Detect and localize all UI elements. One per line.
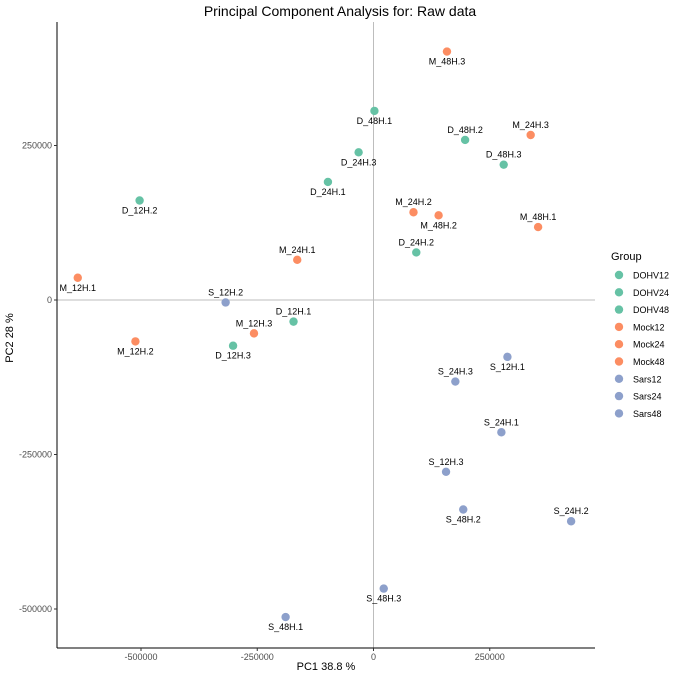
point-label: S_12H.1 xyxy=(490,362,525,372)
legend-label-sars24: Sars24 xyxy=(633,392,662,402)
legend-key-dohv48 xyxy=(614,305,624,314)
point-label: M_48H.3 xyxy=(429,57,466,67)
point-label: M_12H.3 xyxy=(236,318,273,328)
legend-key-mock12 xyxy=(614,322,624,332)
point-label: M_12H.2 xyxy=(117,346,154,356)
point-label: M_24H.3 xyxy=(512,120,549,130)
point-label: M_12H.1 xyxy=(59,283,96,293)
y-tick-label: -250000 xyxy=(19,450,52,460)
point-s-24h-3 xyxy=(451,377,460,386)
point-s-12h-2 xyxy=(221,298,230,307)
x-tick-label: 0 xyxy=(371,652,376,662)
point-m-48h-2 xyxy=(434,211,443,220)
point-s-24h-2 xyxy=(566,517,576,526)
point-d-12h-1 xyxy=(289,317,298,326)
legend-label-dohv48: DOHV48 xyxy=(633,305,669,315)
legend-key-mock24 xyxy=(614,340,624,349)
point-m-24h-3 xyxy=(526,130,535,140)
point-d-12h-3 xyxy=(228,341,238,350)
point-d-24h-3 xyxy=(354,148,363,157)
point-label: M_24H.2 xyxy=(395,197,432,207)
legend-key-sars12 xyxy=(614,374,624,383)
point-d-48h-1 xyxy=(370,106,379,116)
legend-label-mock48: Mock48 xyxy=(633,357,665,367)
x-tick-label: -500000 xyxy=(124,652,157,662)
point-s-48h-2 xyxy=(459,505,468,514)
point-label: M_48H.2 xyxy=(420,220,457,230)
point-d-48h-3 xyxy=(499,160,508,169)
point-label: D_12H.3 xyxy=(215,351,251,361)
point-label: D_48H.2 xyxy=(447,125,483,135)
x-axis-ticks: -500000 -250000 0 250000 xyxy=(124,648,505,662)
point-label: S_24H.2 xyxy=(554,506,589,516)
chart-title: Principal Component Analysis for: Raw da… xyxy=(204,3,477,19)
legend-label-mock12: Mock12 xyxy=(633,322,665,332)
legend-label-dohv12: DOHV12 xyxy=(633,271,669,281)
point-m-12h-2 xyxy=(131,337,140,346)
point-s-24h-1 xyxy=(497,428,506,437)
legend-key-mock48 xyxy=(614,357,624,366)
point-label: S_48H.2 xyxy=(446,515,481,525)
point-s-12h-3 xyxy=(441,467,451,477)
legend: Group DOHV12 DOHV24 DOHV48 Mock12 Mock24 Mock… xyxy=(611,251,669,419)
point-d-24h-2 xyxy=(412,248,421,257)
point-m-24h-1 xyxy=(293,255,302,265)
point-label: D_12H.1 xyxy=(276,307,312,317)
point-label: D_48H.1 xyxy=(357,116,393,126)
legend-label-sars48: Sars48 xyxy=(633,409,662,419)
legend-title: Group xyxy=(611,251,642,263)
point-m-12h-3 xyxy=(249,329,259,338)
point-d-24h-1 xyxy=(323,177,333,187)
x-tick-label: 250000 xyxy=(475,652,505,662)
legend-key-sars24 xyxy=(614,391,624,401)
point-label: D_12H.2 xyxy=(122,206,158,216)
point-m-12h-1 xyxy=(73,273,82,282)
point-label: S_12H.3 xyxy=(429,457,464,467)
point-d-12h-2 xyxy=(135,196,144,205)
y-tick-label: 250000 xyxy=(22,141,52,151)
point-s-12h-1 xyxy=(503,352,512,362)
legend-label-sars12: Sars12 xyxy=(633,374,662,384)
point-m-24h-2 xyxy=(409,208,418,217)
y-tick-label: 0 xyxy=(47,295,52,305)
point-label: S_24H.3 xyxy=(438,367,473,377)
legend-label-mock24: Mock24 xyxy=(633,340,665,350)
point-label: D_24H.1 xyxy=(310,187,346,197)
x-axis-title: PC1 38.8 % xyxy=(297,661,356,673)
point-label: M_48H.1 xyxy=(520,212,557,222)
point-d-48h-2 xyxy=(460,135,470,145)
point-s-48h-1 xyxy=(281,612,290,622)
point-label: D_24H.3 xyxy=(341,157,377,167)
legend-key-sars48 xyxy=(614,409,624,418)
x-tick-label: -250000 xyxy=(241,652,274,662)
legend-key-dohv12 xyxy=(614,270,624,280)
y-axis-title: PC2 28 % xyxy=(4,313,16,363)
plot-area: M_48H.3 D_48H.1 D_48H.2 M_24H.3 D_24H.3 D_48H… xyxy=(56,22,595,649)
point-s-48h-3 xyxy=(379,584,388,593)
point-label: D_48H.3 xyxy=(486,150,522,160)
y-tick-label: -500000 xyxy=(19,604,52,614)
point-label: S_24H.1 xyxy=(484,417,519,427)
point-m-48h-3 xyxy=(442,47,452,56)
point-m-48h-1 xyxy=(533,222,543,232)
legend-key-dohv24 xyxy=(614,288,624,297)
legend-label-dohv24: DOHV24 xyxy=(633,288,669,298)
point-label: M_24H.1 xyxy=(279,245,316,255)
point-label: S_12H.2 xyxy=(208,287,243,297)
point-label: D_24H.2 xyxy=(399,237,435,247)
y-axis-ticks: 250000 0 -250000 -500000 xyxy=(19,141,57,614)
point-label: S_48H.3 xyxy=(366,594,401,604)
point-label: S_48H.1 xyxy=(268,622,303,632)
